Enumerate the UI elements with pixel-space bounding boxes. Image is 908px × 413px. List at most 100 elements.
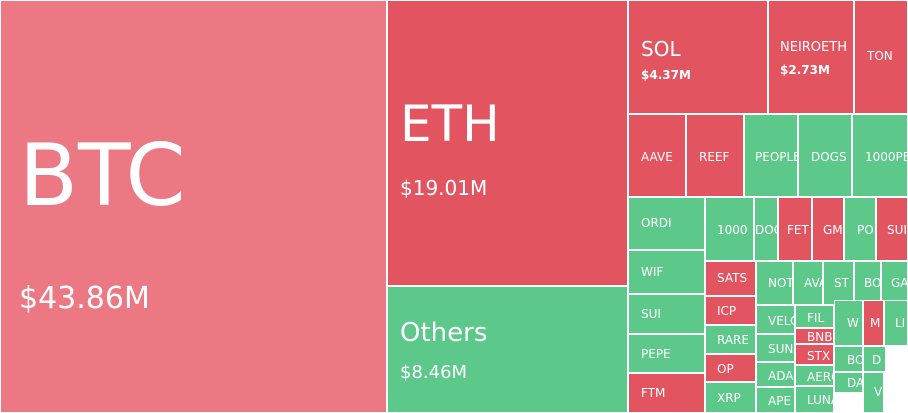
tile-label: FTM (641, 386, 666, 400)
tile-label: ORDI (641, 216, 672, 230)
tile-label: M (870, 316, 881, 330)
tile-label: SUI (887, 223, 907, 237)
tile-label: WIF (641, 265, 664, 279)
tile[interactable]: LI (884, 300, 908, 346)
tile-label: STX (807, 349, 831, 363)
tile[interactable]: FTM (628, 373, 705, 413)
tile-label: VELO (768, 314, 794, 328)
tile[interactable]: D (863, 346, 886, 372)
tile-value: $19.01M (400, 176, 488, 200)
tile[interactable]: PEPE (628, 334, 705, 373)
tile[interactable]: ORDI (628, 197, 705, 250)
tile-label: 1000PEPE (865, 150, 907, 164)
tile-value: $43.86M (19, 281, 150, 316)
tile-label: SUN (768, 342, 794, 356)
tile-label: DAR (847, 376, 862, 390)
tile-label: PEOPLE (755, 150, 798, 164)
tile[interactable]: 1000PEPE (852, 114, 908, 197)
tile-label: NEIROETH (780, 40, 847, 55)
tile[interactable]: AVA (793, 261, 823, 305)
tile-value: $8.46M (400, 362, 468, 383)
tile[interactable]: GA (881, 261, 908, 305)
tile[interactable]: RARE (705, 325, 756, 354)
tile-label: BO (864, 276, 881, 290)
tile-label: ST (834, 276, 849, 290)
tile-label: ICP (717, 304, 737, 318)
tile[interactable]: GM (812, 197, 844, 261)
tile[interactable]: ETH $19.01M (387, 0, 628, 286)
tile-label: TON (867, 49, 893, 63)
tile-label: BNB (807, 330, 833, 344)
tile[interactable]: FIL (795, 305, 834, 328)
tile-label: SATS (717, 271, 748, 285)
tile[interactable]: APE (756, 387, 795, 413)
tile-label: D (872, 353, 882, 367)
tile-label: AVA (804, 276, 822, 290)
tile[interactable]: BO (834, 346, 863, 372)
tile-label: SUI (641, 307, 661, 321)
tile-label: PO (857, 223, 874, 237)
tile[interactable]: NOT (756, 261, 793, 305)
tile-label: BO (847, 353, 863, 367)
tile[interactable]: XRP (705, 382, 756, 413)
tile-label: XRP (717, 391, 741, 405)
tile[interactable]: OP (705, 354, 756, 382)
tile[interactable]: BTC $43.86M (0, 0, 387, 413)
tile[interactable]: AAVE (628, 114, 686, 197)
tile[interactable]: V (863, 372, 884, 413)
tile[interactable]: VELO (756, 305, 795, 334)
tile-label: ETH (400, 95, 500, 153)
tile[interactable]: TON (854, 0, 908, 114)
tile-label: SOL (641, 37, 681, 61)
tile[interactable]: PO (844, 197, 876, 261)
tile[interactable]: BNB (795, 328, 834, 344)
tile-label: OP (717, 362, 734, 376)
tile-label: DOG (755, 223, 777, 237)
tile-label: 1000 (717, 223, 748, 237)
tile[interactable]: DOGS (798, 114, 852, 197)
tile[interactable]: M (863, 300, 884, 346)
tile[interactable]: LUNA (795, 386, 834, 413)
tile[interactable]: SUI (628, 294, 705, 334)
tile-label: DOGS (811, 150, 847, 164)
tile[interactable]: BO (854, 261, 881, 305)
tile-label: LUNA (807, 393, 833, 407)
tile-label: W (847, 316, 859, 330)
tile[interactable]: WIF (628, 250, 705, 294)
tile[interactable]: NEIROETH $2.73M (768, 0, 854, 114)
tile[interactable]: W (834, 300, 863, 346)
tile-label: APE (768, 394, 792, 408)
tile-label: AERO (807, 370, 833, 384)
tile[interactable]: Others $8.46M (387, 286, 628, 413)
tile-label: ADA (768, 369, 794, 383)
tile[interactable]: SATS (705, 261, 756, 296)
tile[interactable]: DAR (834, 372, 863, 393)
tile[interactable]: ST (823, 261, 854, 305)
tile[interactable]: DOG (754, 197, 778, 261)
tile-value: $4.37M (641, 68, 691, 82)
tile[interactable]: SUI (876, 197, 908, 261)
tile[interactable]: STX (795, 344, 834, 365)
tile-label: BTC (19, 126, 186, 226)
tile-label: GM (823, 223, 843, 237)
tile[interactable]: PEOPLE (744, 114, 798, 197)
tile-label: REEF (699, 150, 730, 164)
tile[interactable]: AERO (795, 365, 834, 386)
tile[interactable]: SOL $4.37M (628, 0, 768, 114)
tile[interactable]: 1000 (705, 197, 754, 261)
tile[interactable]: FET (778, 197, 812, 261)
tile-label: PEPE (641, 347, 671, 361)
tile[interactable]: REEF (686, 114, 744, 197)
tile-label: NOT (768, 276, 793, 290)
tile[interactable]: SUN (756, 334, 795, 362)
tile[interactable]: ICP (705, 296, 756, 325)
tile-label: FIL (807, 311, 825, 325)
tile-label: Others (400, 318, 488, 348)
tile-label: LI (895, 316, 906, 330)
tile-label: GA (891, 276, 908, 290)
tile-label: V (874, 385, 883, 399)
tile[interactable]: ADA (756, 362, 795, 387)
tile-label: AAVE (641, 150, 673, 164)
tile-label: FET (787, 223, 809, 237)
